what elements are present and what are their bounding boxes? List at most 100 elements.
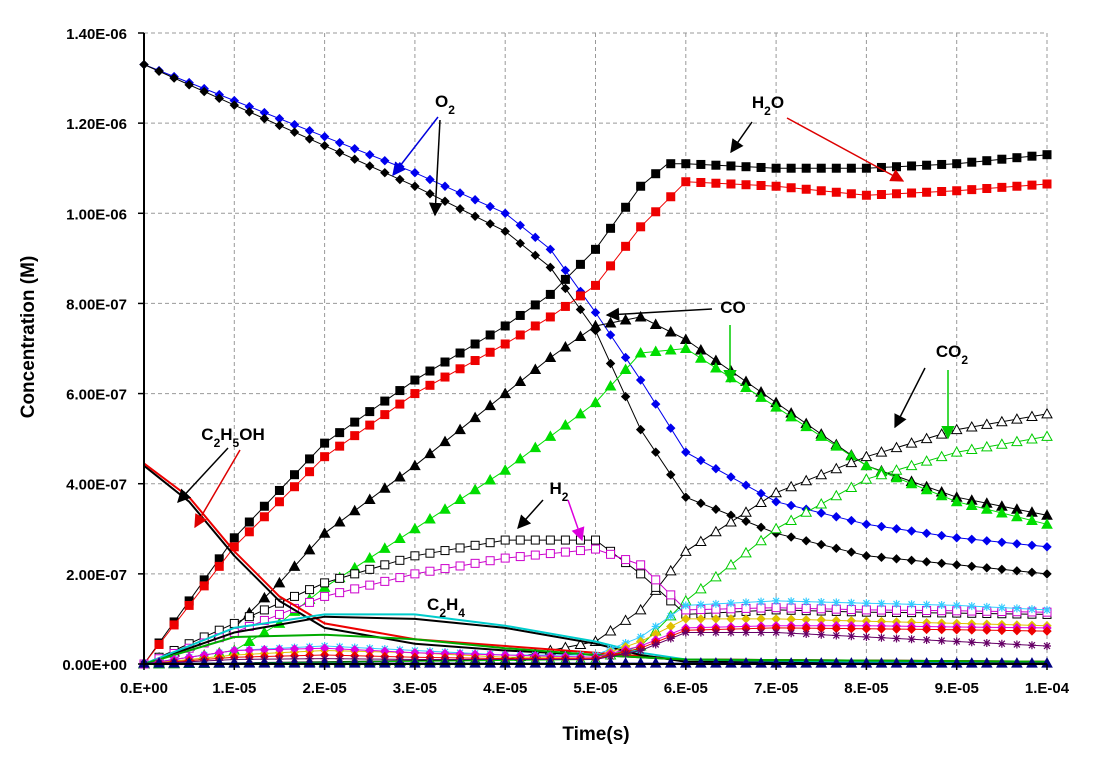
data-point [922,600,931,609]
data-point [845,481,858,492]
data-point [334,147,345,158]
data-point [666,590,676,600]
data-point [410,375,420,385]
label-h2: H2 [550,479,569,504]
data-point [1011,435,1023,447]
data-point [169,620,179,630]
data-point [619,657,632,668]
data-point [696,628,705,637]
data-point [726,161,736,171]
data-point [664,325,677,337]
data-point [1012,604,1021,613]
data-point [951,560,962,570]
data-point [891,624,902,634]
data-point [349,143,360,154]
data-point [997,154,1007,164]
series-h2o_black [139,150,1052,669]
data-point [710,570,722,582]
data-point [801,536,811,546]
data-point [440,564,450,574]
data-point [831,512,842,522]
data-point [681,628,690,637]
data-point [244,107,255,117]
data-point [951,625,962,635]
data-point [574,638,587,649]
data-point [1041,407,1053,419]
data-point [560,301,570,311]
data-point [289,127,300,137]
data-point [1027,626,1037,636]
data-point [636,222,646,232]
data-point [711,178,721,188]
data-point [515,330,525,340]
data-point [289,119,300,130]
data-point [920,483,933,495]
data-point [636,646,645,655]
data-point [589,319,602,331]
data-point [621,649,630,658]
data-point [620,391,631,402]
data-point [410,168,420,178]
data-point [469,483,481,495]
data-point [696,600,705,609]
data-point [500,321,510,331]
data-point [634,310,647,322]
data-point [771,497,781,507]
data-point [755,534,767,546]
data-point [290,470,299,480]
data-point [967,625,977,635]
data-point [591,280,600,290]
data-point [395,386,405,396]
data-point [982,602,991,611]
data-point [997,564,1007,575]
data-point [649,318,662,329]
data-point [500,553,510,563]
data-point [229,533,239,543]
data-point [500,226,510,237]
data-point [319,131,330,142]
data-point [937,159,947,169]
data-point [455,561,465,571]
data-point [634,346,647,358]
data-point [786,183,796,193]
data-point [681,447,691,457]
data-point [711,504,721,514]
data-point [905,437,918,448]
series-line [143,181,1048,665]
data-point [815,468,828,480]
data-point [815,430,828,441]
data-point [832,598,841,607]
data-point [214,554,224,564]
data-point [425,189,435,199]
data-point [666,611,675,620]
data-point [636,560,646,570]
label-text: H [446,595,458,614]
data-point [997,603,1006,612]
data-point [455,348,465,358]
data-point [816,163,826,173]
data-point [651,640,660,649]
data-point [997,537,1007,548]
data-point [574,330,587,341]
data-point [906,624,917,635]
data-point [891,524,902,534]
data-point [847,598,856,607]
data-point [258,591,271,603]
data-point [920,432,933,444]
data-point [951,533,962,543]
data-point [604,624,617,636]
data-point [485,347,495,357]
data-point [741,162,751,172]
data-point [380,396,390,406]
data-point [290,482,299,492]
data-point [365,564,375,574]
data-point [335,573,345,583]
data-point [742,598,750,607]
data-point [937,636,946,645]
data-point [319,140,330,151]
data-point [726,599,735,608]
data-point [830,440,843,451]
x-axis-title: Time(s) [562,724,629,745]
data-point [424,447,436,459]
label-text: H [752,93,764,112]
